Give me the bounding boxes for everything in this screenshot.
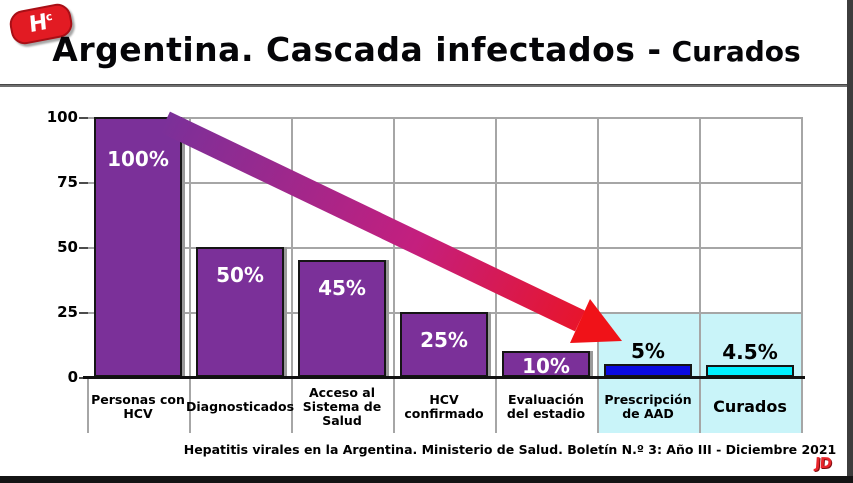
y-axis-tick-label: 25	[57, 303, 78, 321]
gridline-vertical	[597, 117, 599, 377]
gridline-horizontal	[87, 117, 801, 119]
category-separator	[495, 379, 497, 433]
gridline-vertical	[495, 117, 497, 377]
y-axis-tick	[79, 247, 88, 249]
slide-right-border	[847, 0, 853, 483]
gridline-vertical	[189, 117, 191, 377]
category-separator	[87, 379, 89, 433]
author-signature: JD	[814, 454, 832, 472]
bar-value-label: 5%	[631, 339, 665, 363]
page-title: Argentina. Cascada infectados - Curados	[0, 30, 853, 69]
gridline-horizontal	[87, 182, 801, 184]
category-separator	[393, 379, 395, 433]
gridline-vertical	[801, 117, 803, 377]
y-axis-tick-label: 100	[46, 108, 78, 126]
bar-value-label: 10%	[522, 354, 570, 378]
gridline-horizontal	[87, 247, 801, 249]
y-axis-tick	[79, 182, 88, 184]
gridline-vertical	[699, 117, 701, 377]
bar-value-label: 50%	[216, 263, 264, 287]
title-divider	[0, 84, 853, 87]
title-sub: Curados	[671, 35, 801, 68]
y-axis-tick-label: 0	[67, 368, 78, 386]
category-label: Curados	[713, 397, 787, 417]
category-label: Evaluación del estadio	[506, 392, 586, 421]
category-separator	[189, 379, 191, 433]
y-axis-tick	[79, 117, 88, 119]
y-axis-tick	[79, 312, 88, 314]
bar-value-label: 100%	[107, 147, 169, 171]
logo-superscript: c	[44, 9, 54, 24]
category-separator	[801, 379, 803, 433]
title-main: Argentina. Cascada infectados -	[52, 30, 662, 69]
y-axis-tick-label: 75	[57, 173, 78, 191]
category-label: Diagnosticados	[185, 399, 295, 415]
category-label: Personas con HCV	[91, 392, 185, 421]
gridline-vertical	[291, 117, 293, 377]
category-separator	[291, 379, 293, 433]
category-separator	[597, 379, 599, 433]
category-label: HCV confirmado	[404, 392, 484, 421]
bar-value-label: 45%	[318, 276, 366, 300]
source-citation: Hepatitis virales en la Argentina. Minis…	[183, 442, 837, 457]
category-label: Prescripción de AAD	[604, 392, 692, 421]
category-label: Acceso al Sistema de Salud	[302, 385, 382, 428]
slide-bottom-border	[0, 476, 853, 483]
x-axis-line	[83, 376, 805, 379]
category-separator	[699, 379, 701, 433]
bar-value-label: 4.5%	[722, 340, 778, 365]
bar-value-label: 25%	[420, 328, 468, 352]
y-axis-tick-label: 50	[57, 238, 78, 256]
